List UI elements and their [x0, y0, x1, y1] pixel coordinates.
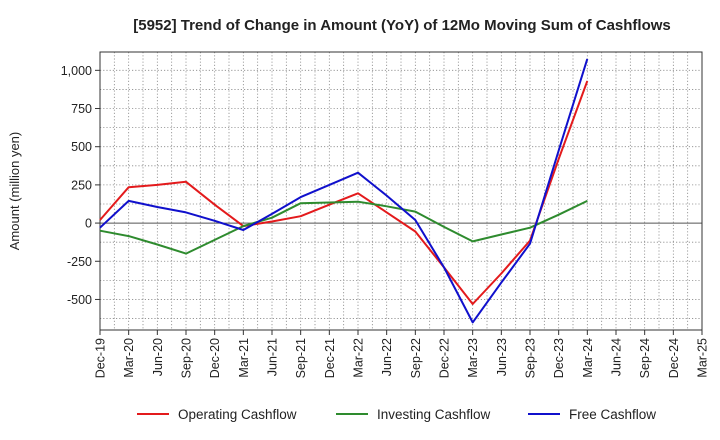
x-tick-label: Jun-23	[495, 338, 509, 376]
x-tick-label: Dec-22	[438, 338, 452, 378]
x-tick-label: Jun-20	[151, 338, 165, 376]
y-tick-label: -500	[67, 293, 92, 307]
x-tick-label: Jun-24	[610, 338, 624, 376]
y-axis-label: Amount (million yen)	[7, 132, 22, 251]
series-line-investing-cashflow	[99, 199, 588, 255]
x-tick-label: Mar-25	[696, 338, 710, 378]
x-tick-label: Sep-20	[180, 338, 194, 378]
x-tick-label: Dec-19	[94, 338, 108, 378]
plot-area: -500 -250 0 250 500 750 1,000 Dec-19 Mar-20 Jun-2…	[61, 51, 710, 378]
y-tick-label: 750	[71, 102, 92, 116]
legend-label: Operating Cashflow	[178, 407, 297, 422]
x-tick-label: Mar-20	[122, 338, 136, 378]
plot-frame	[99, 51, 703, 331]
x-tick-label: Mar-22	[352, 338, 366, 378]
x-tick-label: Mar-24	[581, 338, 595, 378]
x-tick-label: Mar-23	[466, 338, 480, 378]
legend-item-free-cashflow: Free Cashflow	[528, 407, 656, 422]
y-tick-label: 250	[71, 178, 92, 192]
series-line-free-cashflow	[99, 58, 589, 324]
x-tick-label: Dec-24	[667, 338, 681, 378]
x-tick-label: Sep-22	[409, 338, 423, 378]
x-tick-label: Jun-22	[380, 338, 394, 376]
legend-label: Free Cashflow	[569, 407, 656, 422]
chart-title: [5952] Trend of Change in Amount (YoY) o…	[133, 17, 671, 34]
legend-item-investing-cashflow: Investing Cashflow	[336, 407, 491, 422]
x-tick-label: Dec-23	[552, 338, 566, 378]
y-tick-label: -250	[67, 255, 92, 269]
x-tick-label: Sep-24	[638, 338, 652, 378]
legend-item-operating-cashflow: Operating Cashflow	[137, 407, 297, 422]
x-tick-label: Dec-20	[208, 338, 222, 378]
x-tick-label: Jun-21	[266, 338, 280, 376]
x-tick-label: Sep-21	[294, 338, 308, 378]
series-line-operating-cashflow	[99, 80, 589, 305]
x-tick-label: Sep-23	[524, 338, 538, 378]
y-tick-label: 500	[71, 140, 92, 154]
x-tick-label: Mar-21	[237, 338, 251, 378]
x-tick-label: Dec-21	[323, 338, 337, 378]
legend: Operating Cashflow Investing Cashflow Free…	[137, 407, 656, 422]
y-tick-label: 1,000	[61, 64, 92, 78]
y-tick-label: 0	[85, 217, 92, 231]
legend-label: Investing Cashflow	[377, 407, 491, 422]
